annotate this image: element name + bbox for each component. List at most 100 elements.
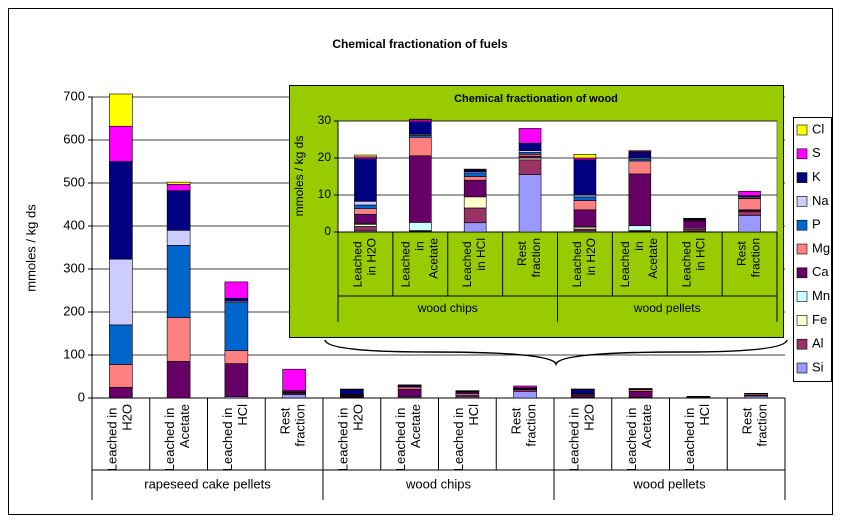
y-tick-label: 100 (63, 346, 85, 361)
bar-segment (628, 173, 652, 227)
bar-segment (224, 363, 249, 398)
bar-segment (354, 204, 377, 209)
bar-segment (628, 225, 652, 231)
bar-segment (166, 361, 191, 399)
y-tick-label: 30 (318, 113, 332, 127)
legend-swatch (796, 219, 808, 231)
legend-swatch (796, 148, 808, 160)
plot-area (337, 120, 778, 233)
bar-segment (463, 222, 487, 233)
chart-title: Chemical fractionation of fuels (332, 37, 508, 51)
bar-segment (397, 388, 422, 398)
group-label: wood chips (417, 301, 478, 315)
bar-segment (340, 389, 364, 395)
bar-segment (738, 211, 761, 216)
y-tick-label: 300 (63, 260, 85, 275)
bar-segment (738, 215, 761, 233)
bar-segment (109, 161, 133, 260)
legend-label: K (812, 169, 821, 184)
bar-segment (463, 196, 487, 209)
bar-segment (409, 155, 432, 223)
legend-swatch (796, 267, 808, 279)
bar-segment (354, 154, 377, 158)
y-tick-label: 400 (63, 217, 85, 232)
bar-segment (744, 392, 768, 395)
bar-segment (518, 159, 542, 175)
bar-segment (628, 160, 652, 175)
legend-swatch (796, 124, 808, 136)
legend-swatch (796, 291, 808, 302)
bar-segment (738, 191, 761, 197)
x-tick-label: Leached in H2O (570, 238, 598, 287)
bar-segment (109, 125, 133, 162)
y-tick-label: 20 (318, 150, 332, 164)
y-tick-label: 0 (78, 389, 85, 404)
legend-label: Si (812, 359, 824, 374)
legend-swatch (796, 243, 808, 255)
bar-segment (282, 394, 306, 399)
legend-swatch (796, 362, 808, 374)
y-tick-label: 600 (63, 131, 85, 146)
legend-label: Mn (812, 288, 830, 303)
x-tick-label: Rest fraction (509, 404, 539, 447)
x-tick-label: Leached in Acetate (163, 404, 193, 471)
y-axis-label: mmoles / kg ds (23, 204, 38, 292)
bar-segment (166, 183, 191, 192)
bar-segment (166, 245, 191, 318)
y-tick-label: 500 (63, 174, 85, 189)
x-tick-label: Rest fraction (740, 404, 770, 447)
legend-label: Cl (812, 121, 824, 136)
inset-title: Chemical fractionation of wood (454, 93, 618, 105)
legend-label: Ca (812, 264, 829, 279)
bar-segment (109, 364, 133, 388)
x-tick-label: Leached in Acetate (394, 404, 424, 471)
legend-label: Fe (812, 312, 827, 327)
bar-segment (109, 258, 133, 326)
x-tick-label: Leached in Acetate (625, 404, 655, 471)
bar-segment (166, 317, 191, 362)
bar-segment (463, 179, 487, 198)
bar-segment (409, 121, 432, 135)
bar-segment (354, 158, 377, 202)
group-label: wood pellets (632, 476, 706, 491)
x-tick-label: Leached in HCl (460, 238, 488, 287)
y-tick-label: 200 (63, 303, 85, 318)
bar-segment (518, 142, 542, 151)
bar-segment (738, 198, 761, 211)
legend-label: S (812, 145, 821, 160)
x-tick-label: Leached in HCl (220, 404, 250, 471)
bar-segment (224, 302, 249, 352)
bar-segment (628, 152, 652, 159)
bar-segment (224, 281, 249, 299)
bar-segment (282, 368, 306, 391)
bar-segment (109, 386, 133, 399)
bar-segment (513, 385, 537, 388)
bar-segment (463, 207, 487, 224)
group-label: wood pellets (633, 301, 701, 315)
x-tick-label: Leached in Acetate (618, 238, 660, 288)
bar-segment (409, 118, 432, 121)
bar-segment (354, 226, 377, 232)
bar-segment (571, 389, 595, 394)
bar-segment (573, 209, 597, 227)
bar-segment (224, 350, 249, 364)
legend-swatch (796, 338, 808, 350)
legend-label: Na (812, 193, 829, 208)
x-tick-label: Leached in H2O (567, 404, 597, 471)
bar-segment (224, 297, 249, 302)
brace (324, 339, 788, 367)
bar-segment (166, 230, 191, 246)
bar-segment (109, 324, 133, 365)
bar-segment (463, 172, 487, 177)
bar-segment (518, 174, 542, 233)
x-tick-label: Rest fraction (735, 238, 763, 277)
bar-segment (683, 220, 706, 229)
y-tick-label: 0 (324, 224, 331, 238)
bar-segment (354, 208, 377, 215)
bar-segment (166, 190, 191, 231)
bar-segment (573, 159, 597, 196)
bar-segment (513, 391, 537, 399)
x-tick-label: Leached in H2O (351, 238, 379, 287)
bar-segment (354, 200, 377, 206)
